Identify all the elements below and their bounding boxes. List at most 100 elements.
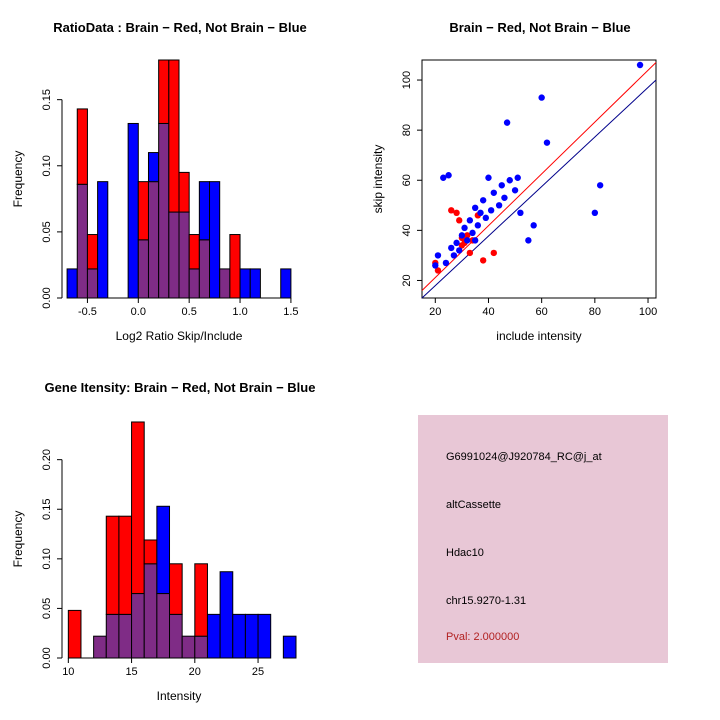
scatter-point-blue	[636, 61, 644, 69]
y-tick-label: 60	[401, 174, 413, 186]
pval-text: Pval: 2.000000	[446, 631, 520, 643]
hist-bar-red	[194, 563, 208, 637]
y-tick-label: 40	[401, 224, 413, 236]
scatter-point-blue	[591, 209, 599, 217]
scatter-point-blue	[477, 209, 484, 217]
hist-bar-blue	[244, 613, 259, 659]
scatter-point-blue	[450, 252, 458, 259]
scatter-point-red	[466, 249, 474, 257]
x-tick-label: 0.5	[182, 306, 197, 318]
y-tick-label: 0.00	[41, 287, 53, 308]
scatter-point-blue	[453, 239, 460, 247]
hist-bar-blue	[147, 152, 160, 183]
scatter-point-blue	[525, 237, 532, 244]
y-tick-label: 0.10	[41, 155, 53, 176]
hist-bar-overlap	[137, 239, 149, 299]
scatter-point-red	[448, 207, 455, 214]
hist-bar-red	[118, 515, 133, 615]
hist-bar-blue	[219, 571, 234, 659]
hist-bar-overlap	[93, 635, 107, 659]
scatter-point-blue	[434, 252, 442, 259]
hist-bar-overlap	[147, 181, 160, 299]
panel-intensity-scatter: Brain − Red, Not Brain − Blue 20 40 60 80 10…	[360, 0, 720, 360]
scatter-point-blue	[543, 139, 551, 146]
hist-bar-red	[168, 59, 180, 213]
hist-bar-blue	[282, 635, 297, 659]
scatter-point-blue	[466, 217, 474, 224]
panel-info: G6991024@J920784_RC@j_at altCassette Hda…	[360, 360, 720, 720]
scatter-point-blue	[464, 237, 471, 244]
scatter-point-blue	[432, 262, 439, 269]
hist-bar-blue	[280, 268, 292, 299]
scatter-point-blue	[458, 232, 466, 239]
scatter-point-blue	[490, 189, 497, 196]
hist-bar-red	[137, 181, 149, 241]
hist-bar-blue	[206, 613, 221, 659]
scatter-point-blue	[506, 177, 513, 184]
hist-bar-blue	[198, 181, 211, 241]
panel-ratio-histogram: RatioData : Brain − Red, Not Brain − Blu…	[0, 0, 360, 360]
hist-bar-overlap	[131, 593, 145, 659]
hist-bar-overlap	[118, 613, 133, 659]
x-tick-label: 40	[482, 306, 494, 318]
scatter-point-blue	[511, 187, 519, 194]
x-axis-label: Intensity	[157, 689, 202, 703]
probe-id-text: G6991024@J920784_RC@j_at	[446, 451, 602, 463]
x-tick-label: 80	[589, 306, 601, 318]
x-tick-label: 1.5	[283, 306, 298, 318]
y-tick-label: 0.15	[41, 499, 53, 520]
hist-bar-overlap	[105, 613, 120, 659]
hist-bar-red	[67, 609, 82, 659]
hist-bar-red	[158, 59, 170, 124]
gene-info-box: G6991024@J920784_RC@j_at altCassette Hda…	[418, 415, 668, 663]
hist-bar-blue	[66, 268, 78, 299]
scatter-point-blue	[487, 207, 495, 214]
intensity-scatter-title: Brain − Red, Not Brain − Blue	[449, 20, 631, 35]
scatter-point-blue	[517, 209, 524, 217]
y-tick-label: 0.00	[41, 647, 53, 668]
x-tick-label: 0.0	[131, 306, 146, 318]
scatter-point-blue	[482, 214, 490, 222]
hist-bar-red	[131, 421, 145, 595]
hist-bar-red	[143, 539, 158, 565]
hist-bar-blue	[97, 181, 109, 299]
hist-bar-overlap	[198, 239, 211, 299]
scatter-point-blue	[498, 182, 505, 189]
x-tick-label: 15	[125, 666, 137, 678]
scatter-point-blue	[495, 202, 503, 209]
ratio-histogram: -0.5 0.0 0.5 1.0 1.5 0.00 0.05 0.10 0.15 Log2 Rat…	[11, 59, 299, 343]
scatter-point-red	[490, 249, 497, 257]
hist-bar-blue	[209, 181, 221, 299]
x-axis-label: Log2 Ratio Skip/Include	[116, 329, 243, 343]
scatter-point-blue	[485, 174, 492, 181]
x-tick-label: 60	[536, 306, 548, 318]
hist-bar-overlap	[143, 563, 158, 659]
scatter-point-blue	[440, 174, 447, 181]
y-tick-label: 80	[401, 124, 413, 136]
plot-frame	[421, 59, 657, 299]
hist-bar-blue	[239, 268, 251, 299]
splice-type-text: altCassette	[446, 499, 502, 511]
hist-bar-red	[76, 108, 88, 185]
gene-name-text: Hdac10	[446, 547, 484, 559]
scatter-point-blue	[530, 222, 537, 229]
panel-gene-histogram: Gene Itensity: Brain − Red, Not Brain − …	[0, 360, 360, 720]
notbrain-fit-line	[421, 79, 657, 299]
scatter-point-blue	[456, 247, 463, 254]
hist-bar-blue	[249, 268, 261, 299]
x-tick-label: 20	[189, 666, 201, 678]
scatter-point-red	[456, 217, 463, 224]
y-axis-label: Frequency	[11, 511, 25, 568]
scatter-point-blue	[471, 237, 479, 244]
scatter-point-blue	[501, 194, 508, 201]
scatter-point-red	[464, 232, 471, 239]
scatter-point-blue	[448, 244, 455, 252]
scatter-point-blue	[503, 119, 511, 126]
scatter-point-blue	[469, 229, 476, 237]
y-tick-label: 0.10	[41, 548, 53, 569]
scatter-point-blue	[471, 204, 479, 212]
x-tick-label: -0.5	[78, 306, 97, 318]
scatter-point-red	[453, 209, 460, 217]
hist-bar-red	[229, 234, 241, 299]
